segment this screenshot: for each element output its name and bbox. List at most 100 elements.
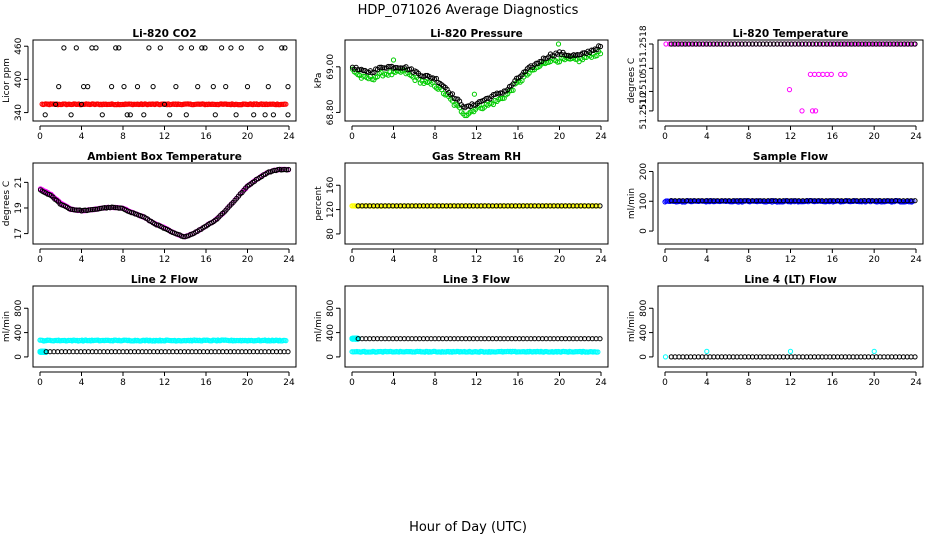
data-point (112, 205, 119, 211)
y-axis-label-co2: Licor ppm (2, 58, 12, 103)
data-point (150, 84, 156, 90)
data-point (355, 67, 361, 73)
x-tick-label-line2: 12 (159, 378, 170, 388)
y-axis-pressure: 68.80 69.00 (326, 54, 341, 125)
data-point (855, 41, 862, 47)
data-point (68, 112, 74, 118)
y-axis-co2: 340 400 460 (14, 37, 29, 121)
data-point (812, 71, 818, 78)
data-layer-temperature (663, 41, 918, 114)
x-tick-label-line2: 16 (200, 378, 212, 388)
x-tick-label-co2: 8 (120, 132, 126, 142)
y-tick-label-sample: 100 (639, 192, 649, 209)
data-point (841, 41, 847, 47)
data-point (781, 41, 787, 47)
data-point (127, 112, 133, 118)
x-tick-label-rh: 0 (349, 255, 355, 265)
x-tick-label-co2: 12 (159, 132, 170, 142)
x-axis-label: Hour of Day (UTC) (409, 520, 527, 535)
panel-title-line3: Line 3 Flow (443, 274, 510, 286)
x-tick-label-temperature: 12 (785, 132, 796, 142)
data-point (912, 354, 918, 360)
data-point (121, 84, 127, 90)
x-tick-label-line4: 24 (910, 378, 922, 388)
panel-ambient: Ambient Box Temperature 0 4 8 12 16 20 24 17 19 21… (2, 151, 297, 265)
data-point (597, 336, 603, 342)
series-pressure-black (349, 43, 604, 111)
y-tick-label-line4: 800 (639, 299, 649, 316)
series-line4-black (668, 354, 918, 360)
data-point (141, 112, 147, 118)
data-point (183, 112, 189, 118)
y-axis-line4: 0 400 800 (639, 299, 654, 360)
y-tick-label-ambient: 19 (14, 202, 24, 214)
x-tick-label-sample: 8 (746, 255, 752, 265)
data-point (285, 349, 291, 355)
y-tick-label-pressure: 68.80 (326, 99, 336, 125)
data-point (219, 45, 225, 51)
data-point (845, 41, 851, 47)
data-point (859, 41, 865, 47)
x-tick-label-rh: 12 (471, 255, 482, 265)
data-point (871, 41, 878, 47)
x-tick-label-line4: 0 (662, 378, 668, 388)
data-point (861, 41, 867, 47)
x-tick-label-rh: 8 (432, 255, 438, 265)
panel-title-co2: Li-820 CO2 (132, 28, 196, 40)
data-point (251, 112, 257, 118)
plot-frame-line4 (657, 285, 924, 368)
data-point (134, 84, 141, 90)
x-tick-label-co2: 24 (283, 132, 295, 142)
data-point (376, 64, 382, 71)
data-layer-sample (662, 198, 918, 205)
data-point (282, 45, 288, 51)
data-point (283, 338, 289, 344)
data-point (285, 166, 292, 173)
data-point (244, 84, 251, 90)
y-tick-label-co2: 460 (14, 37, 24, 54)
data-point (866, 41, 872, 47)
x-tick-label-line3: 8 (432, 378, 438, 388)
data-point (85, 84, 91, 90)
data-point (880, 41, 886, 47)
data-point (670, 41, 676, 47)
x-tick-label-temperature: 24 (910, 132, 922, 142)
y-tick-label-line2: 400 (14, 324, 24, 341)
data-point (884, 41, 890, 47)
plot-frame-pressure (344, 39, 609, 122)
y-tick-label-sample: 200 (639, 163, 649, 180)
plot-frame-ambient (32, 162, 297, 245)
data-point (53, 101, 59, 107)
data-point (449, 91, 455, 97)
x-tick-label-ambient: 12 (159, 255, 170, 265)
data-point (581, 54, 588, 61)
data-point (838, 71, 844, 78)
y-tick-label-line3: 400 (326, 324, 336, 341)
data-point (753, 41, 759, 47)
data-point (199, 45, 205, 51)
x-axis-temperature: 0 4 8 12 16 20 24 (662, 125, 922, 142)
data-point (707, 41, 713, 47)
y-tick-label-co2: 400 (14, 71, 24, 88)
series-sample-black (668, 198, 918, 204)
data-point (786, 87, 793, 93)
y-tick-label-ambient: 17 (14, 228, 24, 239)
data-point (78, 101, 85, 107)
data-layer-co2 (39, 45, 291, 118)
x-tick-label-sample: 16 (827, 255, 839, 265)
data-point (595, 203, 601, 209)
data-point (696, 41, 703, 47)
data-point (56, 84, 62, 90)
plot-frame-line2 (32, 285, 297, 368)
x-tick-label-ambient: 20 (242, 255, 254, 265)
data-point (686, 41, 692, 47)
data-point (834, 41, 840, 47)
series-line3-cyan (349, 348, 601, 355)
data-point (862, 41, 869, 47)
data-point (714, 41, 720, 47)
data-point (749, 41, 756, 47)
data-layer-line4 (662, 348, 918, 360)
y-axis-label-sample: ml/min (627, 188, 637, 219)
